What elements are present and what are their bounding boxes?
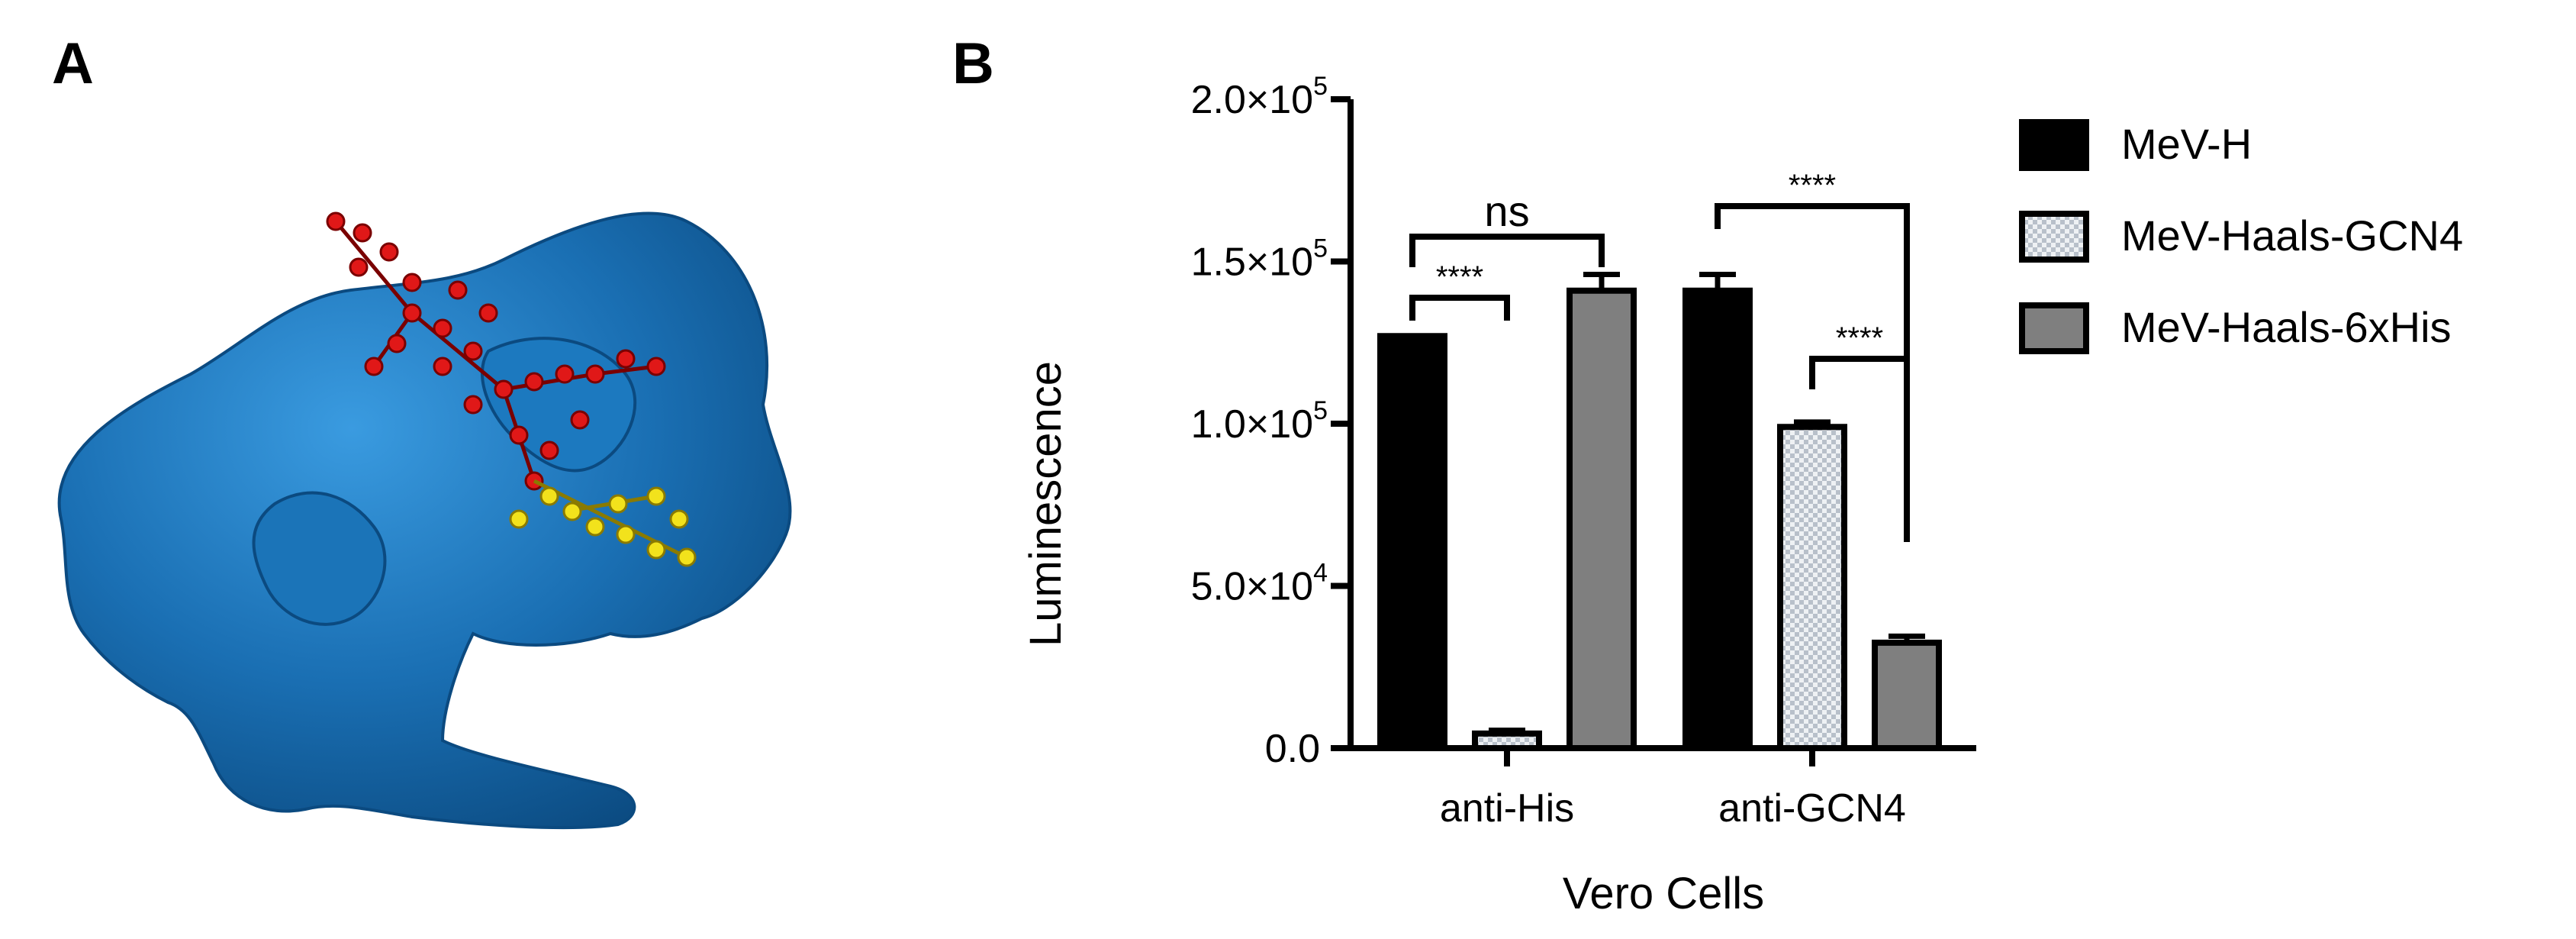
panel-b-label: B — [952, 31, 994, 96]
significance-label: **** — [1836, 321, 1883, 355]
y-tick-label: 0.0 — [1265, 727, 1320, 771]
significance-bracket — [1409, 234, 1605, 267]
chart-bars — [1377, 272, 1942, 751]
bar — [1567, 287, 1637, 751]
significance-label: ns — [1484, 187, 1529, 235]
significance-bracket — [1715, 203, 1910, 389]
legend-swatch — [2019, 302, 2089, 354]
panel-a-label: A — [52, 31, 94, 96]
chart-legend: MeV-H MeV-Haals-GCN4 MeV-Haals-6xHis — [2019, 119, 2463, 354]
legend-label: MeV-Haals-6xHis — [2121, 303, 2452, 351]
significance-bracket — [1409, 295, 1510, 321]
y-axis-label: Luminescence — [1021, 361, 1071, 647]
significance-label: **** — [1436, 260, 1483, 294]
legend-label: MeV-Haals-GCN4 — [2121, 211, 2463, 260]
bar — [1682, 287, 1753, 751]
luminescence-bar-chart: 0.0 5.0×104 1.0×105 1.5×105 2.0×105 anti-His a… — [1021, 72, 2463, 918]
x-tick-label: anti-His — [1440, 786, 1574, 831]
x-tick-label: anti-GCN4 — [1718, 786, 1906, 831]
y-tick-label: 2.0×105 — [1191, 72, 1328, 122]
chart-axes: 0.0 5.0×104 1.0×105 1.5×105 2.0×105 anti-His a… — [1191, 72, 1976, 831]
significance-brackets: ns************ — [1409, 169, 1910, 542]
legend-swatch — [2019, 119, 2089, 171]
x-axis-label: Vero Cells — [1563, 869, 1764, 918]
significance-bracket — [1809, 356, 1910, 542]
significance-label: **** — [1789, 169, 1836, 202]
bar — [1872, 639, 1942, 751]
protein-glycan-structure-image — [57, 211, 792, 830]
y-tick-label: 1.0×105 — [1191, 396, 1328, 447]
bar — [1472, 730, 1542, 751]
glycan-yellow — [509, 479, 697, 567]
glycan-red — [326, 211, 666, 491]
legend-label: MeV-H — [2121, 120, 2252, 168]
bar — [1777, 424, 1847, 751]
bar — [1377, 333, 1447, 751]
y-tick-label: 5.0×104 — [1191, 559, 1328, 609]
y-tick-label: 1.5×105 — [1191, 234, 1328, 285]
legend-swatch — [2019, 211, 2089, 263]
